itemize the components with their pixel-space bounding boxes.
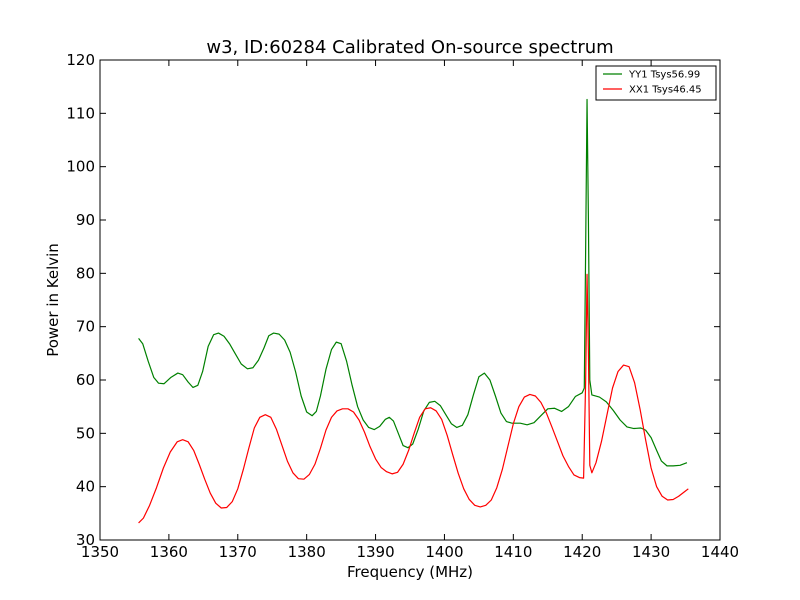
legend-label-xx1: XX1 Tsys46.45 [629,85,702,96]
x-tick-label: 1360 [150,543,188,561]
series-line-xx1 [138,273,689,524]
y-tick-label: 120 [66,51,95,69]
ticks-layer: 1350 1360 1370 1380 1390 1400 1410 1420 1430 1440… [66,51,739,561]
legend-label-yy1: YY1 Tsys56.99 [628,70,700,81]
x-tick-label: 1350 [81,543,119,561]
x-tick-label: 1370 [219,543,257,561]
x-tick-label: 1420 [563,543,601,561]
x-tick-label: 1380 [288,543,326,561]
plot-frame [99,59,721,541]
y-tick-label: 110 [66,104,95,122]
y-tick-label: 80 [76,264,95,282]
y-tick-label: 90 [76,211,95,229]
x-tick-label: 1430 [632,543,670,561]
x-tick-label: 1410 [494,543,532,561]
legend: YY1 Tsys56.99 XX1 Tsys46.45 [595,65,717,101]
legend-box [595,65,717,101]
y-tick-label: 100 [66,158,95,176]
plot-area [100,60,720,540]
x-tick-label: 1400 [425,543,463,561]
y-tick-label: 30 [76,531,95,549]
chart-title: w3, ID:60284 Calibrated On-source spectr… [206,37,613,58]
y-tick-label: 50 [76,424,95,442]
x-tick-label: 1440 [701,543,739,561]
series-line-yy1 [138,98,688,467]
series-layer [138,98,689,524]
x-tick-label: 1390 [356,543,394,561]
x-axis-label: Frequency (MHz) [347,563,473,581]
y-tick-label: 60 [76,371,95,389]
y-tick-label: 70 [76,318,95,336]
y-tick-label: 40 [76,478,95,496]
y-axis-label: Power in Kelvin [44,243,62,357]
